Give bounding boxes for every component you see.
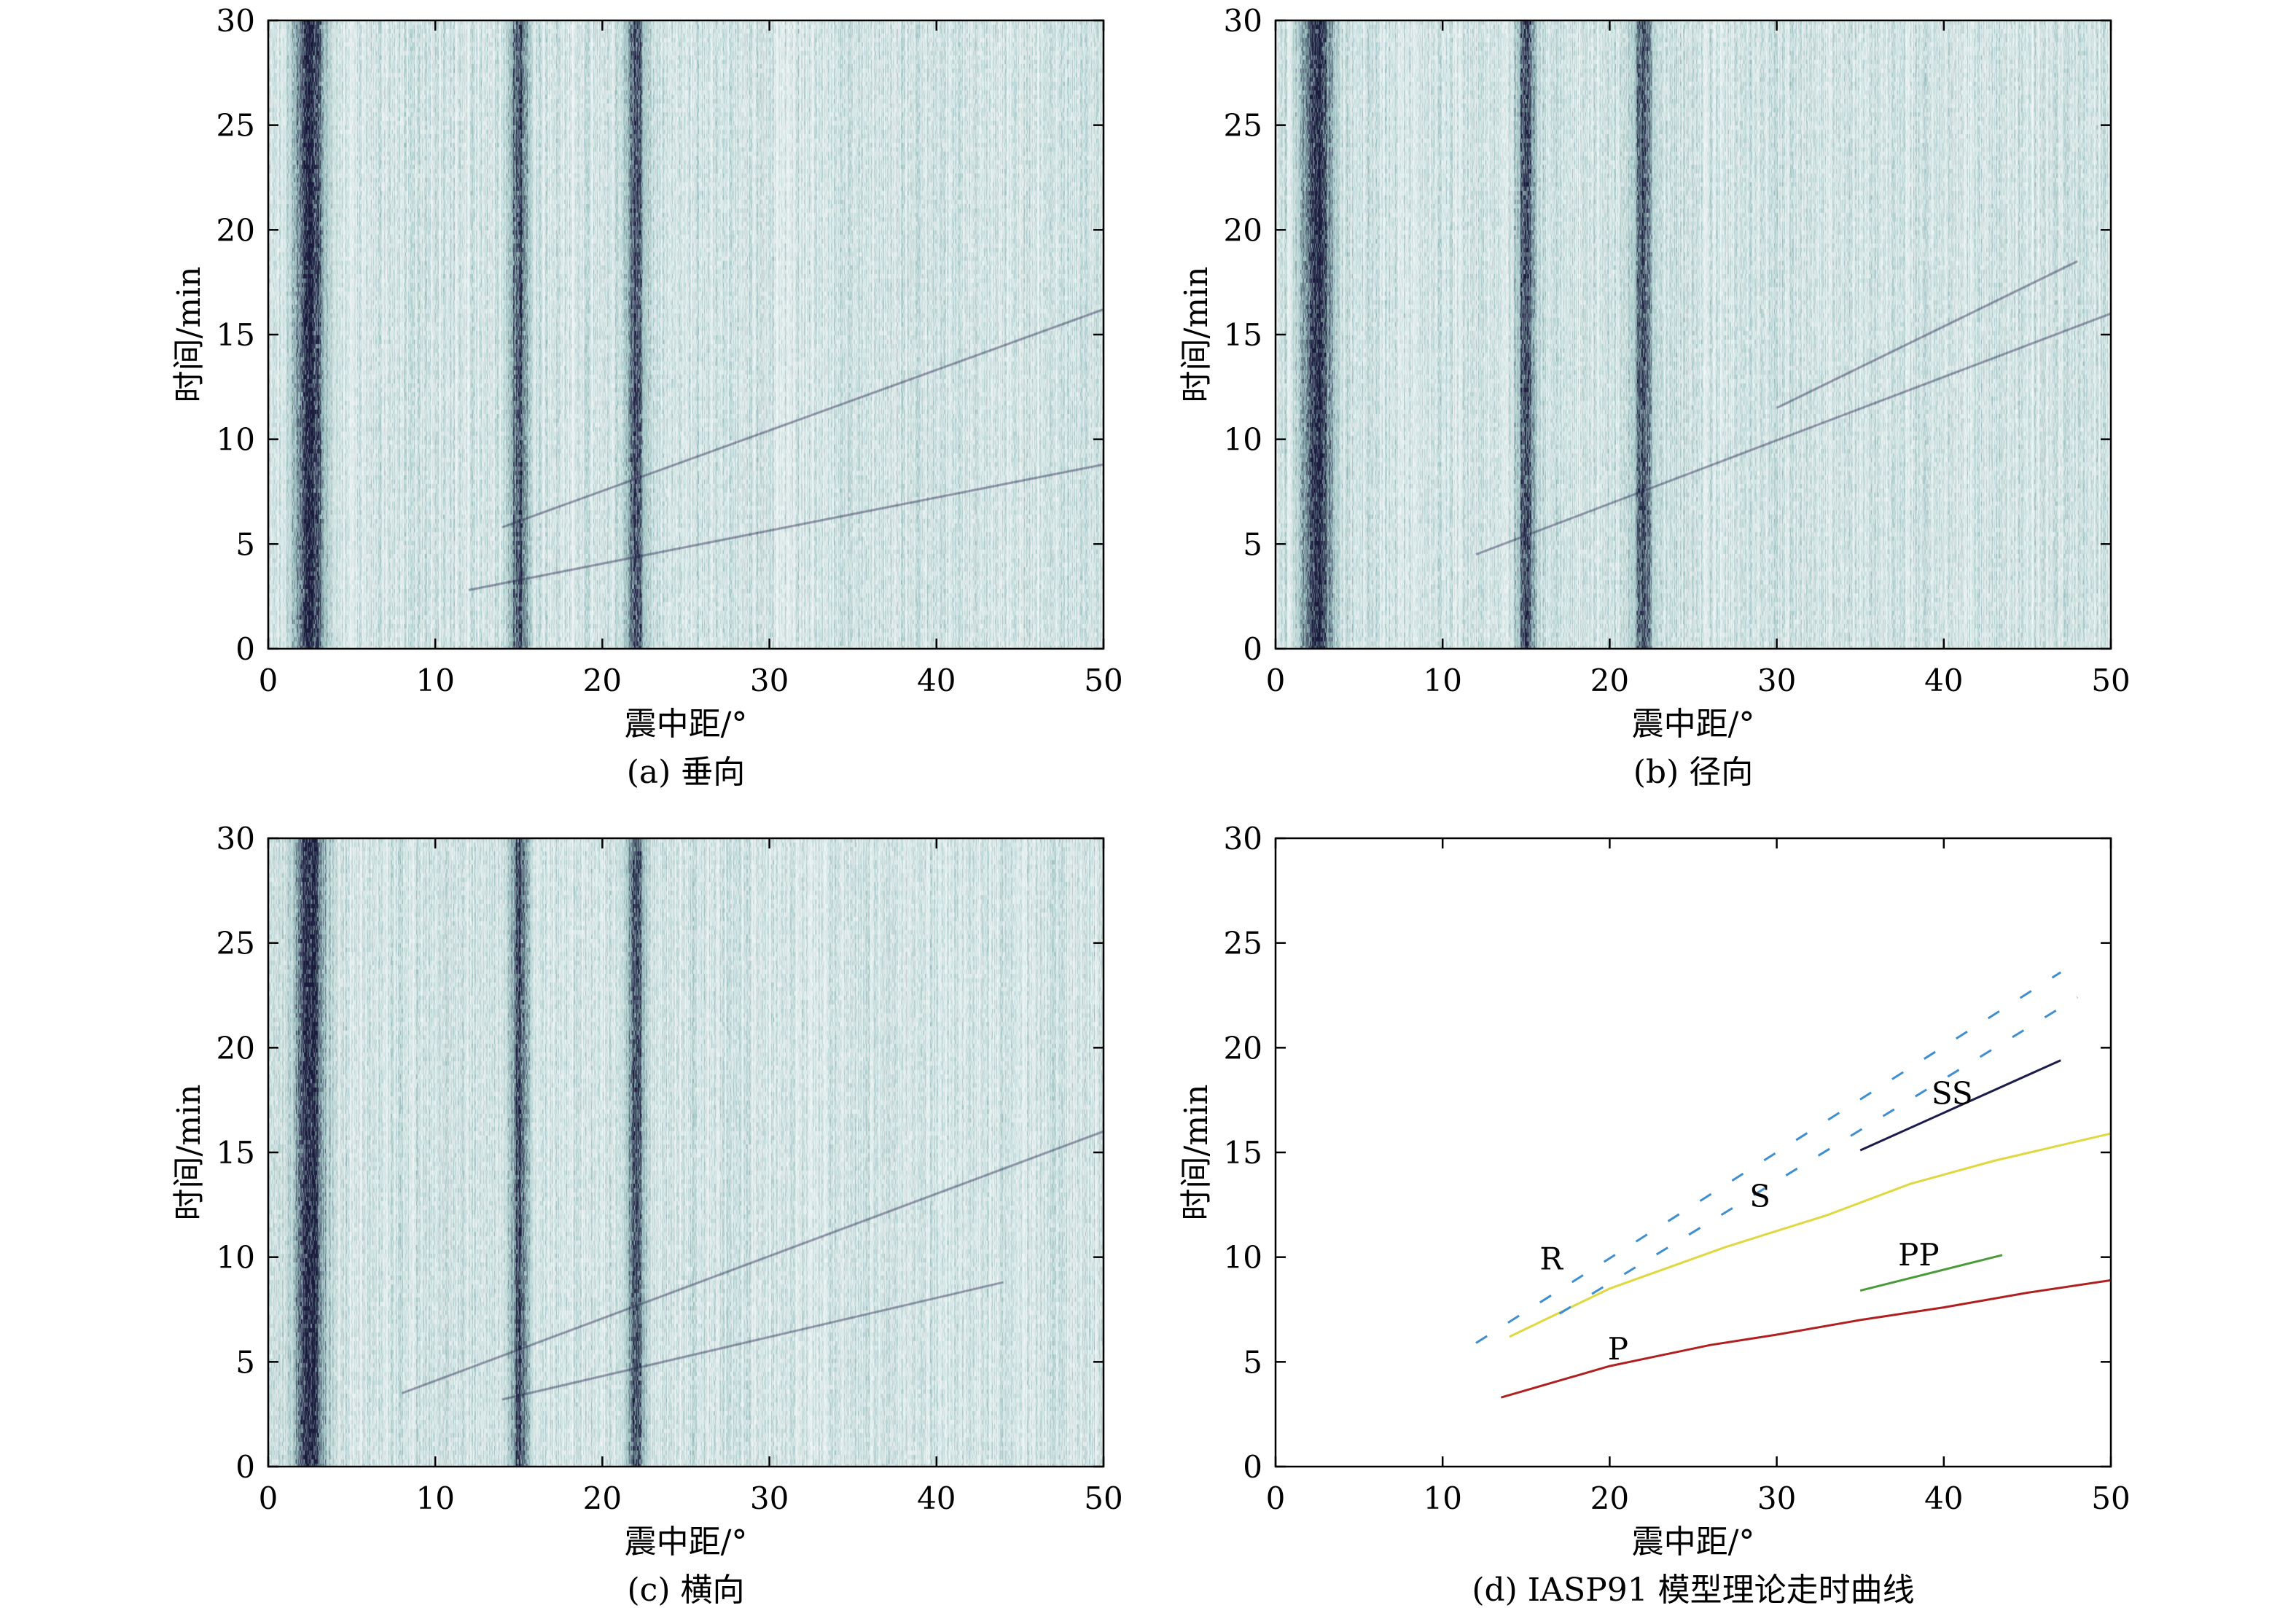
y-tick-label: 15 [216,317,255,353]
series-label-r: R [1539,1241,1563,1277]
panel-b-plot: 0 10 20 30 40 50 0 5 10 15 20 25 30 [1224,3,2131,698]
y-tick-label: 0 [235,631,255,667]
x-tick-label: 40 [1924,1480,1963,1516]
y-tick-label: 30 [1224,3,1262,39]
y-tick-label: 25 [216,108,255,144]
x-tick-label: 0 [259,1480,278,1516]
x-tick-label: 10 [1423,1480,1461,1516]
panel-a-ylabel: 时间/min [171,267,208,403]
panel-c-plot: 0 10 20 30 40 50 0 5 10 15 20 25 30 [216,821,1123,1516]
x-tick-label: 20 [1590,663,1629,698]
series-label-p: P [1608,1331,1628,1367]
y-tick-label: 10 [1224,1240,1262,1276]
panel-b: 0 10 20 30 40 50 0 5 10 15 20 25 30 震中距/° 时间/min (b)… [1178,3,2131,791]
heatmap-image [268,20,1104,649]
y-tick-label: 5 [235,1344,255,1380]
y-tick-label: 5 [235,526,255,562]
y-tick-label: 0 [235,1449,255,1485]
heatmap-image [1276,20,2111,649]
x-tick-label: 10 [1423,663,1461,698]
series-line-pp [1859,1254,2003,1292]
y-tick-label: 10 [1224,422,1262,458]
x-tick-label: 40 [917,663,956,698]
y-tick-label: 30 [216,3,255,39]
panel-c-ylabel: 时间/min [171,1085,208,1221]
y-tick-label: 15 [216,1135,255,1171]
panel-d-ylabel: 时间/min [1178,1085,1215,1221]
panel-c-xlabel: 震中距/° [625,1523,748,1561]
series-line-ss [1859,1059,2061,1152]
x-tick-label: 20 [583,663,622,698]
y-tick-label: 20 [1224,1030,1262,1066]
x-tick-label: 0 [259,663,278,698]
series-label-ss: SS [1932,1076,1973,1112]
y-tick-label: 5 [1243,526,1262,562]
panel-a-plot: 0 10 20 30 40 50 0 5 10 15 20 25 30 [216,3,1123,698]
panel-d: P S PP SS R 0 10 20 30 40 50 0 5 10 15 20 25 30 震中距/° 时间/… [1178,821,2131,1608]
x-tick-label: 20 [583,1480,622,1516]
heatmap-image [268,838,1104,1467]
x-tick-label: 0 [1266,663,1286,698]
x-tick-label: 40 [1924,663,1963,698]
panel-c: 0 10 20 30 40 50 0 5 10 15 20 25 30 震中距/° 时间/min (c)… [171,821,1123,1608]
x-tick-label: 20 [1590,1480,1629,1516]
panel-a-caption: (a) 垂向 [627,754,746,791]
x-tick-label: 50 [2091,663,2130,698]
x-tick-label: 10 [415,1480,454,1516]
series-label-pp: PP [1898,1237,1940,1273]
x-tick-label: 50 [1084,663,1122,698]
series-group [1475,971,2111,1399]
series-label-s: S [1749,1178,1770,1214]
x-tick-label: 50 [1084,1480,1122,1516]
y-tick-label: 0 [1243,631,1262,667]
series-line-p [1500,1279,2111,1399]
y-tick-label: 20 [1224,212,1262,248]
x-tick-label: 30 [750,1480,789,1516]
y-tick-label: 0 [1243,1449,1262,1485]
y-tick-label: 20 [216,212,255,248]
x-tick-label: 0 [1266,1480,1286,1516]
y-tick-label: 15 [1224,317,1262,353]
y-tick-label: 30 [216,821,255,856]
series-line-s [1509,1132,2111,1338]
series-line-r2 [1558,996,2078,1315]
x-tick-label: 30 [750,663,789,698]
x-tick-label: 40 [917,1480,956,1516]
x-tick-label: 30 [1757,663,1796,698]
panel-a-xlabel: 震中距/° [625,706,748,743]
y-tick-label: 5 [1243,1344,1262,1380]
x-tick-label: 10 [415,663,454,698]
panel-b-ylabel: 时间/min [1178,267,1215,403]
plot-frame [1274,837,2112,1468]
panel-c-caption: (c) 横向 [628,1572,745,1608]
y-tick-label: 10 [216,422,255,458]
panel-b-caption: (b) 径向 [1633,754,1753,791]
series-line-r [1475,971,2062,1344]
y-tick-label: 20 [216,1030,255,1066]
panel-b-xlabel: 震中距/° [1632,706,1755,743]
y-tick-label: 25 [1224,108,1262,144]
panel-d-xlabel: 震中距/° [1632,1523,1755,1561]
y-tick-label: 10 [216,1240,255,1276]
y-tick-label: 15 [1224,1135,1262,1171]
y-tick-label: 25 [1224,926,1262,961]
y-tick-label: 25 [216,926,255,961]
panel-a: 0 10 20 30 40 50 0 5 10 15 20 25 30 震中距/° 时间/min (a)… [171,3,1123,791]
y-tick-label: 30 [1224,821,1262,856]
x-tick-label: 50 [2091,1480,2130,1516]
panel-d-plot: P S PP SS R 0 10 20 30 40 50 0 5 10 15 20 25 30 [1224,821,2131,1516]
panel-d-caption: (d) IASP91 模型理论走时曲线 [1472,1572,1914,1608]
x-tick-label: 30 [1757,1480,1796,1516]
